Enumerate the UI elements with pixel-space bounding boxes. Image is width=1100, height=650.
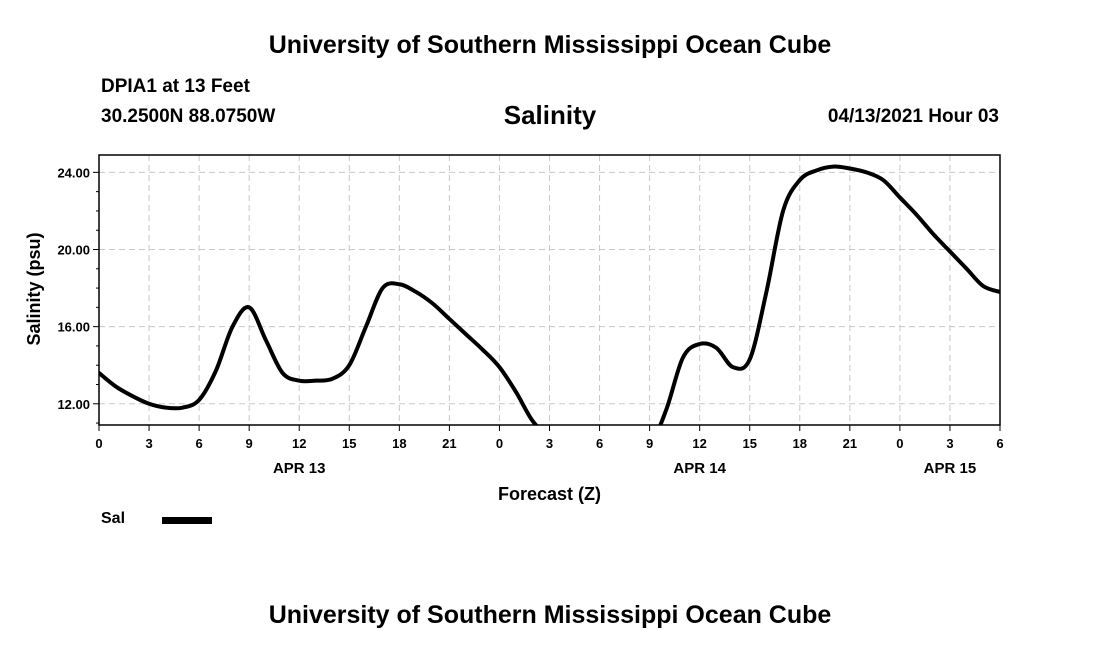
data-point bbox=[866, 172, 867, 173]
legend-swatch bbox=[162, 517, 212, 524]
data-point bbox=[399, 284, 400, 285]
data-point bbox=[816, 170, 817, 171]
plot-frame bbox=[98, 154, 1001, 426]
chart-title: Salinity bbox=[503, 100, 597, 130]
x-tick-label: 21 bbox=[442, 436, 456, 451]
data-point bbox=[449, 318, 450, 319]
data-point bbox=[132, 396, 133, 397]
data-point bbox=[783, 210, 784, 211]
data-point bbox=[282, 372, 283, 373]
data-point bbox=[716, 347, 717, 348]
data-point bbox=[349, 365, 350, 366]
y-axis-label: Salinity (psu) bbox=[24, 232, 44, 345]
x-tick-label: 9 bbox=[246, 436, 253, 451]
data-point bbox=[315, 380, 316, 381]
axis-ticks bbox=[93, 171, 1001, 431]
x-axis-label: Forecast (Z) bbox=[498, 484, 601, 504]
x-tick-label: 18 bbox=[392, 436, 406, 451]
data-point bbox=[582, 436, 583, 437]
data-point bbox=[616, 438, 617, 439]
data-point bbox=[883, 180, 884, 181]
grid-lines bbox=[99, 155, 1000, 425]
data-point bbox=[182, 407, 183, 408]
forecast-datetime: 04/13/2021 Hour 03 bbox=[827, 106, 999, 127]
series-line-sal bbox=[99, 164, 1000, 425]
data-point bbox=[666, 409, 667, 410]
x-tick-label: 0 bbox=[496, 436, 503, 451]
data-point bbox=[232, 326, 233, 327]
data-point bbox=[916, 214, 917, 215]
data-point bbox=[949, 251, 950, 252]
data-point bbox=[249, 307, 250, 308]
x-tick-label: 12 bbox=[692, 436, 706, 451]
data-point bbox=[165, 407, 166, 408]
x-tick-label: 6 bbox=[596, 436, 603, 451]
data-point bbox=[766, 291, 767, 292]
station-coordinates: 30.2500N 88.0750W bbox=[101, 106, 276, 127]
data-point bbox=[416, 291, 417, 292]
data-point bbox=[149, 403, 150, 404]
data-point bbox=[115, 386, 116, 387]
data-point bbox=[482, 349, 483, 350]
data-point bbox=[215, 371, 216, 372]
data-point bbox=[532, 421, 533, 422]
data-point bbox=[599, 432, 600, 433]
legend-label: Sal bbox=[101, 510, 126, 527]
date-label: APR 14 bbox=[673, 460, 726, 477]
x-tick-label: 3 bbox=[145, 436, 152, 451]
data-point bbox=[833, 166, 834, 167]
x-tick-label: 3 bbox=[546, 436, 553, 451]
main-title: University of Southern Mississippi Ocean… bbox=[268, 31, 832, 59]
x-tick-label: 3 bbox=[946, 436, 953, 451]
data-point bbox=[682, 357, 683, 358]
x-tick-label: 21 bbox=[843, 436, 857, 451]
data-point bbox=[983, 286, 984, 287]
data-point bbox=[849, 168, 850, 169]
data-point bbox=[466, 334, 467, 335]
data-point bbox=[799, 180, 800, 181]
data-point bbox=[199, 399, 200, 400]
x-tick-label: 12 bbox=[292, 436, 306, 451]
data-point bbox=[699, 344, 700, 345]
x-tick-label: 0 bbox=[95, 436, 102, 451]
data-point bbox=[966, 268, 967, 269]
data-point bbox=[299, 380, 300, 381]
x-tick-label: 15 bbox=[342, 436, 356, 451]
date-label: APR 13 bbox=[273, 460, 326, 477]
y-tick-label: 24.00 bbox=[57, 165, 90, 180]
x-tick-label: 6 bbox=[195, 436, 202, 451]
x-tick-label: 18 bbox=[793, 436, 807, 451]
y-tick-label: 12.00 bbox=[57, 397, 90, 412]
y-tick-label: 16.00 bbox=[57, 320, 90, 335]
data-point bbox=[432, 303, 433, 304]
date-label: APR 15 bbox=[924, 460, 977, 477]
data-point bbox=[566, 440, 567, 441]
x-tick-label: 15 bbox=[742, 436, 756, 451]
data-point bbox=[382, 288, 383, 289]
footer-title: University of Southern Mississippi Ocean… bbox=[268, 601, 832, 629]
data-point bbox=[933, 234, 934, 235]
data-point bbox=[899, 197, 900, 198]
data-point bbox=[733, 367, 734, 368]
tick-labels: 0 3 6 9 12 15 18 21 0 3 6 9 12 15 18 21 0 3 6 12.00 16.00 20.… bbox=[57, 165, 1003, 477]
data-point bbox=[265, 340, 266, 341]
x-tick-label: 9 bbox=[646, 436, 653, 451]
data-point bbox=[749, 359, 750, 360]
x-tick-label: 0 bbox=[896, 436, 903, 451]
x-tick-label: 6 bbox=[996, 436, 1003, 451]
y-tick-label: 20.00 bbox=[57, 243, 90, 258]
data-point bbox=[499, 367, 500, 368]
station-name: DPIA1 at 13 Feet bbox=[101, 76, 250, 97]
data-point bbox=[632, 446, 633, 447]
data-point bbox=[332, 378, 333, 379]
data-point bbox=[516, 392, 517, 393]
series-layer bbox=[99, 164, 1000, 447]
data-point bbox=[365, 326, 366, 327]
